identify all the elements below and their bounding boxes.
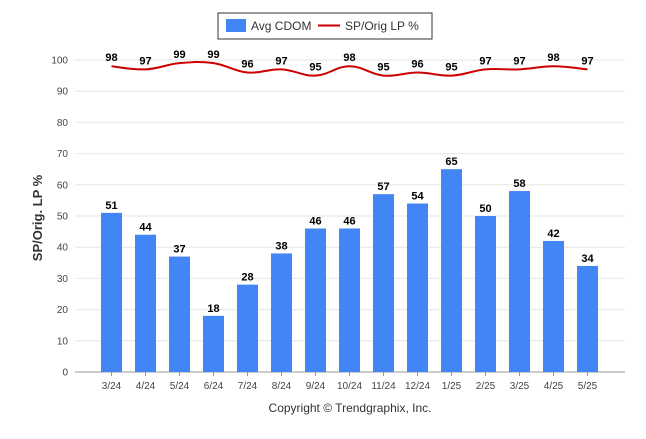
bar-value-label: 58 xyxy=(513,178,525,190)
bar-value-label: 46 xyxy=(343,215,355,227)
y-tick-label: 50 xyxy=(57,212,69,223)
legend-bar-swatch xyxy=(226,19,246,32)
y-tick-label: 100 xyxy=(51,56,68,67)
y-tick-label: 20 xyxy=(57,305,69,316)
bar xyxy=(271,253,292,372)
y-tick-label: 30 xyxy=(57,274,69,285)
x-tick-label: 3/24 xyxy=(102,381,122,392)
line-value-label: 97 xyxy=(479,55,491,67)
line-value-label: 98 xyxy=(343,52,355,64)
line-series: 98 97 99 99 96 97 95 98 95 96 95 97 97 98 97 xyxy=(105,49,594,77)
bar xyxy=(577,265,598,372)
copyright-text: Copyright © Trendgraphix, Inc. xyxy=(269,401,432,415)
x-tick-label: 8/24 xyxy=(272,381,292,392)
y-tick-label: 10 xyxy=(57,336,69,347)
x-tick-label: 3/25 xyxy=(510,381,530,392)
bar-value-label: 44 xyxy=(139,222,152,234)
bar-value-label: 34 xyxy=(581,253,594,265)
bar-value-label: 54 xyxy=(411,191,424,203)
bar-value-label: 51 xyxy=(105,200,117,212)
legend-bar-label: Avg CDOM xyxy=(251,19,311,33)
x-tick-label: 9/24 xyxy=(306,381,326,392)
bar xyxy=(441,169,462,372)
bar xyxy=(509,191,530,372)
bar-value-label: 38 xyxy=(275,240,287,252)
x-tick-label: 5/25 xyxy=(578,381,598,392)
line-value-label: 98 xyxy=(105,52,117,64)
bar xyxy=(339,228,360,372)
bar-value-label: 18 xyxy=(207,303,219,315)
bar xyxy=(135,234,156,372)
line-value-label: 97 xyxy=(139,55,151,67)
bar xyxy=(169,256,190,372)
bar-value-label: 50 xyxy=(479,203,491,215)
x-tick-label: 10/24 xyxy=(337,381,362,392)
x-tick-label: 5/24 xyxy=(170,381,190,392)
x-tick-label: 1/25 xyxy=(442,381,462,392)
x-tick-label: 4/24 xyxy=(136,381,156,392)
x-axis: 3/24 4/24 5/24 6/24 7/24 8/24 9/24 10/24 11/24 12… xyxy=(102,372,598,392)
line-value-label: 97 xyxy=(581,55,593,67)
line-value-label: 96 xyxy=(411,58,423,70)
line-value-label: 95 xyxy=(377,62,389,74)
x-tick-label: 6/24 xyxy=(204,381,224,392)
bar-value-label: 46 xyxy=(309,215,321,227)
bar xyxy=(543,240,564,372)
bar-value-label: 37 xyxy=(173,244,185,256)
x-tick-label: 7/24 xyxy=(238,381,258,392)
bar-series: 51 44 37 18 28 38 46 46 57 54 65 50 58 42 34 xyxy=(101,156,598,372)
legend-line-label: SP/Orig LP % xyxy=(345,19,419,33)
line-path xyxy=(111,60,588,77)
line-value-label: 96 xyxy=(241,58,253,70)
x-tick-label: 11/24 xyxy=(371,381,396,392)
line-value-label: 95 xyxy=(309,62,321,74)
y-tick-label: 0 xyxy=(62,368,68,379)
bar-value-label: 57 xyxy=(377,181,389,193)
y-tick-label: 70 xyxy=(57,149,69,160)
bar-value-label: 65 xyxy=(445,156,457,168)
line-value-label: 95 xyxy=(445,62,457,74)
line-value-label: 97 xyxy=(513,55,525,67)
x-tick-label: 2/25 xyxy=(476,381,496,392)
y-axis-title: SP/Orig. LP % xyxy=(30,174,45,261)
line-value-label: 98 xyxy=(547,52,559,64)
bar-value-label: 42 xyxy=(547,228,559,240)
bar xyxy=(101,212,122,372)
bar-value-label: 28 xyxy=(241,272,253,284)
legend: Avg CDOM SP/Orig LP % xyxy=(217,12,433,40)
line-value-label: 99 xyxy=(173,49,185,61)
y-tick-label: 80 xyxy=(57,118,69,129)
y-tick-label: 40 xyxy=(57,243,69,254)
bar xyxy=(475,216,496,372)
y-tick-label: 90 xyxy=(57,87,69,98)
line-value-label: 99 xyxy=(207,49,219,61)
x-tick-label: 12/24 xyxy=(405,381,430,392)
x-tick-label: 4/25 xyxy=(544,381,564,392)
y-tick-label: 60 xyxy=(57,180,69,191)
bar xyxy=(305,228,326,372)
y-axis: 0 10 20 30 40 50 60 70 80 90 100 xyxy=(51,56,68,379)
bar xyxy=(373,194,394,372)
bar xyxy=(407,203,428,372)
bar xyxy=(237,284,258,372)
line-value-label: 97 xyxy=(275,55,287,67)
bar xyxy=(203,315,224,372)
